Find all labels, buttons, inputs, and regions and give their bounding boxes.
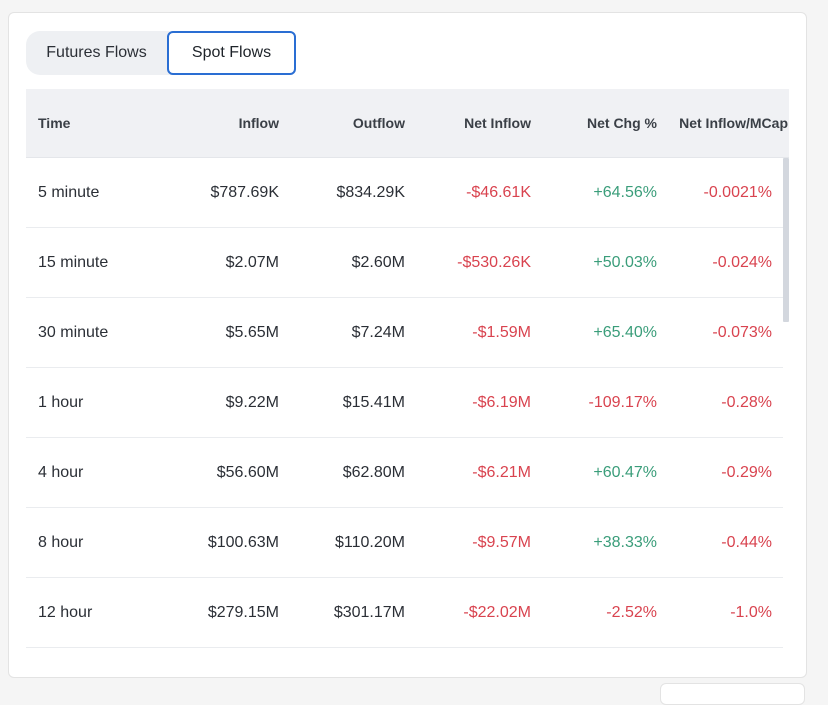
cell-net-inflow-mcap: -0.44% <box>721 533 772 551</box>
cell-time: 15 minute <box>38 253 109 271</box>
cell-net-chg: +64.56% <box>593 183 657 201</box>
cell-inflow: $56.60M <box>216 463 279 481</box>
cell-inflow: $100.63M <box>207 533 279 551</box>
cell-time: 5 minute <box>38 183 100 201</box>
header-net-inflow-mcap: Net Inflow/MCap <box>679 115 788 131</box>
cell-inflow: $787.69K <box>210 183 279 201</box>
cell-net-inflow-mcap: -0.073% <box>712 323 772 341</box>
cell-net-chg: -2.52% <box>606 603 657 621</box>
cell-net-inflow: -$46.61K <box>466 183 531 201</box>
flow-type-tabs: Futures Flows Spot Flows <box>26 31 296 75</box>
cell-inflow: $2.07M <box>225 253 279 271</box>
cell-net-inflow-mcap: -0.024% <box>712 253 772 271</box>
cell-outflow: $834.29K <box>336 183 405 201</box>
cell-net-inflow: -$6.19M <box>472 393 531 411</box>
cell-net-chg: +60.47% <box>593 463 657 481</box>
table-row[interactable]: 30 minute $5.65M $7.24M -$1.59M +65.40% -0.07… <box>26 298 783 368</box>
table-row[interactable]: 8 hour $100.63M $110.20M -$9.57M +38.33% -0.4… <box>26 508 783 578</box>
cell-net-inflow: -$9.57M <box>472 533 531 551</box>
cell-net-chg: +38.33% <box>593 533 657 551</box>
cell-net-inflow-mcap: -0.0021% <box>703 183 773 201</box>
header-outflow: Outflow <box>352 115 405 131</box>
cell-net-inflow-mcap: -0.29% <box>721 463 772 481</box>
cell-time: 1 hour <box>38 393 84 411</box>
table-row[interactable]: 4 hour $56.60M $62.80M -$6.21M +60.47% -0.29% <box>26 438 783 508</box>
header-net-inflow: Net Inflow <box>464 115 531 131</box>
cell-outflow: $15.41M <box>342 393 405 411</box>
cell-net-chg: +65.40% <box>593 323 657 341</box>
cell-time: 30 minute <box>38 323 109 341</box>
cell-net-inflow-mcap: -1.0% <box>730 603 772 621</box>
tab-spot-flows[interactable]: Spot Flows <box>167 31 296 75</box>
cell-outflow: $301.17M <box>333 603 405 621</box>
cell-inflow: $279.15M <box>207 603 279 621</box>
cell-outflow: $62.80M <box>342 463 405 481</box>
page-background-strip <box>809 0 828 692</box>
cell-net-chg: -109.17% <box>588 393 658 411</box>
header-net-chg: Net Chg % <box>587 115 657 131</box>
cell-outflow: $2.60M <box>351 253 405 271</box>
header-inflow: Inflow <box>238 115 279 131</box>
cell-time: 8 hour <box>38 533 84 551</box>
flows-table: Time Inflow Outflow Net Inflow Net Chg %… <box>26 89 789 648</box>
cell-outflow: $110.20M <box>335 533 405 551</box>
cell-net-inflow-mcap: -0.28% <box>721 393 772 411</box>
cell-outflow: $7.24M <box>351 323 405 341</box>
cell-net-inflow: -$1.59M <box>472 323 531 341</box>
cell-net-chg: +50.03% <box>593 253 657 271</box>
cell-inflow: $9.22M <box>225 393 279 411</box>
table-scrollbar[interactable] <box>783 158 789 322</box>
table-row[interactable]: 5 minute $787.69K $834.29K -$46.61K +64.56% -… <box>26 158 783 228</box>
cell-time: 12 hour <box>38 603 93 621</box>
cell-net-inflow: -$6.21M <box>472 463 531 481</box>
cell-time: 4 hour <box>38 463 84 481</box>
table-row[interactable]: 1 hour $9.22M $15.41M -$6.19M -109.17% -0.28% <box>26 368 783 438</box>
table-row[interactable]: 12 hour $279.15M $301.17M -$22.02M -2.52% -1.… <box>26 578 783 648</box>
tab-futures-flows[interactable]: Futures Flows <box>46 44 147 61</box>
cell-inflow: $5.65M <box>225 323 279 341</box>
table-row[interactable]: 15 minute $2.07M $2.60M -$530.26K +50.03% -0.… <box>26 228 783 298</box>
header-time: Time <box>38 115 71 131</box>
cell-net-inflow: -$22.02M <box>463 603 531 621</box>
table-header: Time Inflow Outflow Net Inflow Net Chg %… <box>26 89 789 158</box>
table-body: 5 minute $787.69K $834.29K -$46.61K +64.56% -… <box>26 158 789 648</box>
cell-net-inflow: -$530.26K <box>457 253 531 271</box>
bottom-panel-edge <box>660 683 805 705</box>
